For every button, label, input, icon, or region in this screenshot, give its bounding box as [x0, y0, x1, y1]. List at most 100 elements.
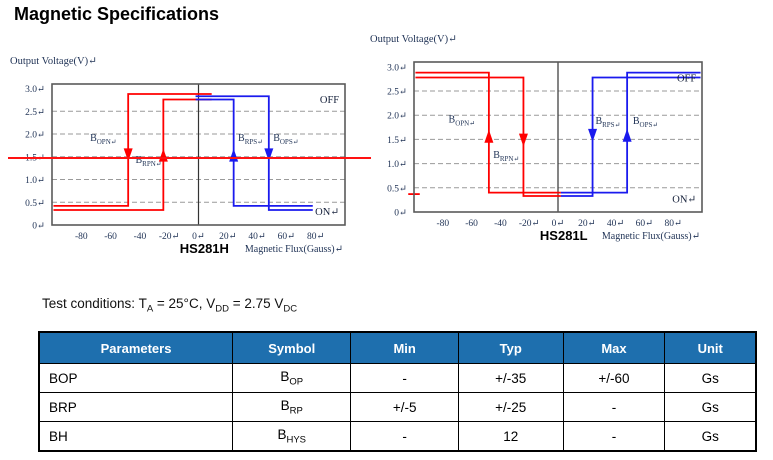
y-tick-label: 1.0↵: [387, 160, 407, 170]
transition-arrow-down: [588, 128, 598, 142]
series-label: BOPS↵: [633, 116, 658, 129]
x-tick-label: -60: [465, 219, 478, 229]
table-header-row: Parameters Symbol Min Typ Max Unit: [38, 331, 757, 364]
cell-typ: +/-25: [457, 392, 564, 422]
series-label: BRPS↵: [595, 116, 620, 129]
transition-arrow-down: [518, 133, 528, 147]
table-row: BRP BRP +/-5 +/-25- Gs: [38, 392, 757, 422]
cell-unit: Gs: [664, 421, 757, 452]
x-tick-label: 0↵: [192, 232, 205, 242]
vdd-value: = 2.75: [228, 296, 275, 311]
vdc-symbol: V: [274, 296, 284, 311]
y-tick-label: 0.5↵: [387, 184, 407, 194]
y-tick-label: 0.5↵: [25, 199, 45, 209]
x-tick-label: 60↵: [636, 219, 653, 229]
chart-title: HS281L: [540, 228, 588, 243]
series-path-north-pole-red: [53, 98, 212, 211]
vdc-subscript: DC: [283, 303, 298, 315]
y-tick-label: 2.0↵: [387, 112, 407, 122]
y-tick-label: 1.0↵: [25, 176, 45, 186]
y-tick-label: 0↵: [32, 222, 45, 232]
series-label: BOPS↵: [273, 133, 298, 146]
cell-parameter: BRP: [38, 392, 234, 422]
cell-max: -: [562, 421, 666, 452]
series-label: BOPN↵: [90, 133, 117, 146]
transition-arrow-down: [264, 148, 274, 162]
cell-unit: Gs: [664, 392, 757, 422]
vdd-subscript: DD: [215, 303, 229, 315]
red-annotation-line: [8, 157, 371, 159]
table-row: BOP BOP - +/-35 +/-60 Gs: [38, 363, 757, 393]
transition-arrow-up: [229, 148, 239, 162]
x-tick-label: -80: [75, 232, 88, 242]
column-header-max: Max: [562, 331, 666, 364]
on-state-label: ON↵: [672, 194, 696, 205]
series-path-south-pole-blue: [560, 76, 701, 197]
hs281h-plot-svg: Output Voltage(V)↵ BOPN↵ BRPN↵ BRPS↵ BOPS↵ 0↵…: [10, 56, 346, 256]
x-tick-label: -60: [104, 232, 117, 242]
test-conditions-label: Test conditions:: [42, 296, 139, 311]
cell-typ: 12: [457, 421, 564, 452]
transition-arrow-down: [123, 148, 133, 162]
x-tick-label: -40: [494, 219, 507, 229]
x-axis-title: Magnetic Flux(Gauss)↵: [602, 231, 700, 242]
column-header-unit: Unit: [664, 331, 757, 364]
plot-area-border: [51, 83, 346, 226]
column-header-symbol: Symbol: [232, 331, 352, 364]
y-tick-label: 2.0↵: [25, 131, 45, 141]
cell-min: -: [350, 363, 459, 393]
plot-area-border: [413, 61, 703, 213]
x-tick-label: -80: [436, 219, 449, 229]
test-conditions: Test conditions: TA = 25°C, VDD = 2.75 V…: [42, 296, 297, 315]
off-state-label: OFF: [320, 95, 339, 106]
series-label: BRPN↵: [493, 150, 519, 163]
x-tick-label: 20↵: [219, 232, 236, 242]
column-header-typ: Typ: [457, 331, 564, 364]
series-path-south-pole-blue: [195, 95, 313, 211]
hs281h-chart: Output Voltage(V)↵ BOPN↵ BRPN↵ BRPS↵ BOPS↵ 0↵…: [8, 52, 380, 264]
x-tick-label: -40: [134, 232, 147, 242]
y-tick-label: 1.5↵: [387, 136, 407, 146]
cell-max: +/-60: [562, 363, 666, 393]
y-tick-label: 0↵: [394, 209, 407, 219]
y-axis-title: Output Voltage(V)↵: [370, 34, 457, 45]
x-tick-label: 0↵: [552, 219, 565, 229]
chart-title: HS281H: [180, 241, 229, 256]
column-header-parameters: Parameters: [38, 331, 234, 364]
column-header-min: Min: [350, 331, 459, 364]
x-tick-label: 20↵: [578, 219, 595, 229]
page-title: Magnetic Specifications: [14, 4, 220, 24]
ta-subscript: A: [146, 303, 154, 315]
cell-parameter: BH: [38, 421, 234, 452]
y-tick-label: 2.5↵: [387, 88, 407, 98]
y-axis-title: Output Voltage(V)↵: [10, 56, 97, 67]
cell-parameter: BOP: [38, 363, 234, 393]
series-label: BOPN↵: [449, 114, 476, 127]
series-path-north-pole-red: [53, 93, 212, 207]
table-row: BH BHYS -12- Gs: [38, 421, 757, 452]
off-state-label: OFF: [677, 73, 696, 84]
on-state-label: ON↵: [315, 207, 339, 218]
series-label: BRPS↵: [238, 133, 263, 146]
x-tick-label: 80↵: [664, 219, 681, 229]
cell-min: -: [350, 421, 459, 452]
cell-typ: +/-35: [457, 363, 564, 393]
spec-table: Parameters Symbol Min Typ Max Unit BOP BOP - +/-3…: [38, 331, 757, 452]
hs281l-chart: Output Voltage(V)↵ BOPN↵ BRPN↵ BRPS↵ BOPS↵ 0↵…: [368, 30, 772, 248]
cell-max: -: [562, 392, 666, 422]
ta-value: = 25°C,: [153, 296, 207, 311]
cell-unit: Gs: [664, 363, 757, 393]
cell-symbol: BOP: [232, 363, 352, 393]
x-tick-label: 40↵: [248, 232, 265, 242]
x-tick-label: -20↵: [519, 219, 540, 229]
hs281l-plot-svg: Output Voltage(V)↵ BOPN↵ BRPN↵ BRPS↵ BOPS↵ 0↵…: [370, 34, 703, 243]
x-tick-label: 80↵: [307, 232, 324, 242]
x-tick-label: -20↵: [159, 232, 180, 242]
vdd-symbol: V: [206, 296, 216, 311]
transition-arrow-up: [622, 128, 632, 142]
y-tick-label: 2.5↵: [25, 108, 45, 118]
series-path-south-pole-blue: [195, 98, 313, 207]
x-tick-label: 40↵: [607, 219, 624, 229]
cell-symbol: BHYS: [232, 421, 352, 452]
